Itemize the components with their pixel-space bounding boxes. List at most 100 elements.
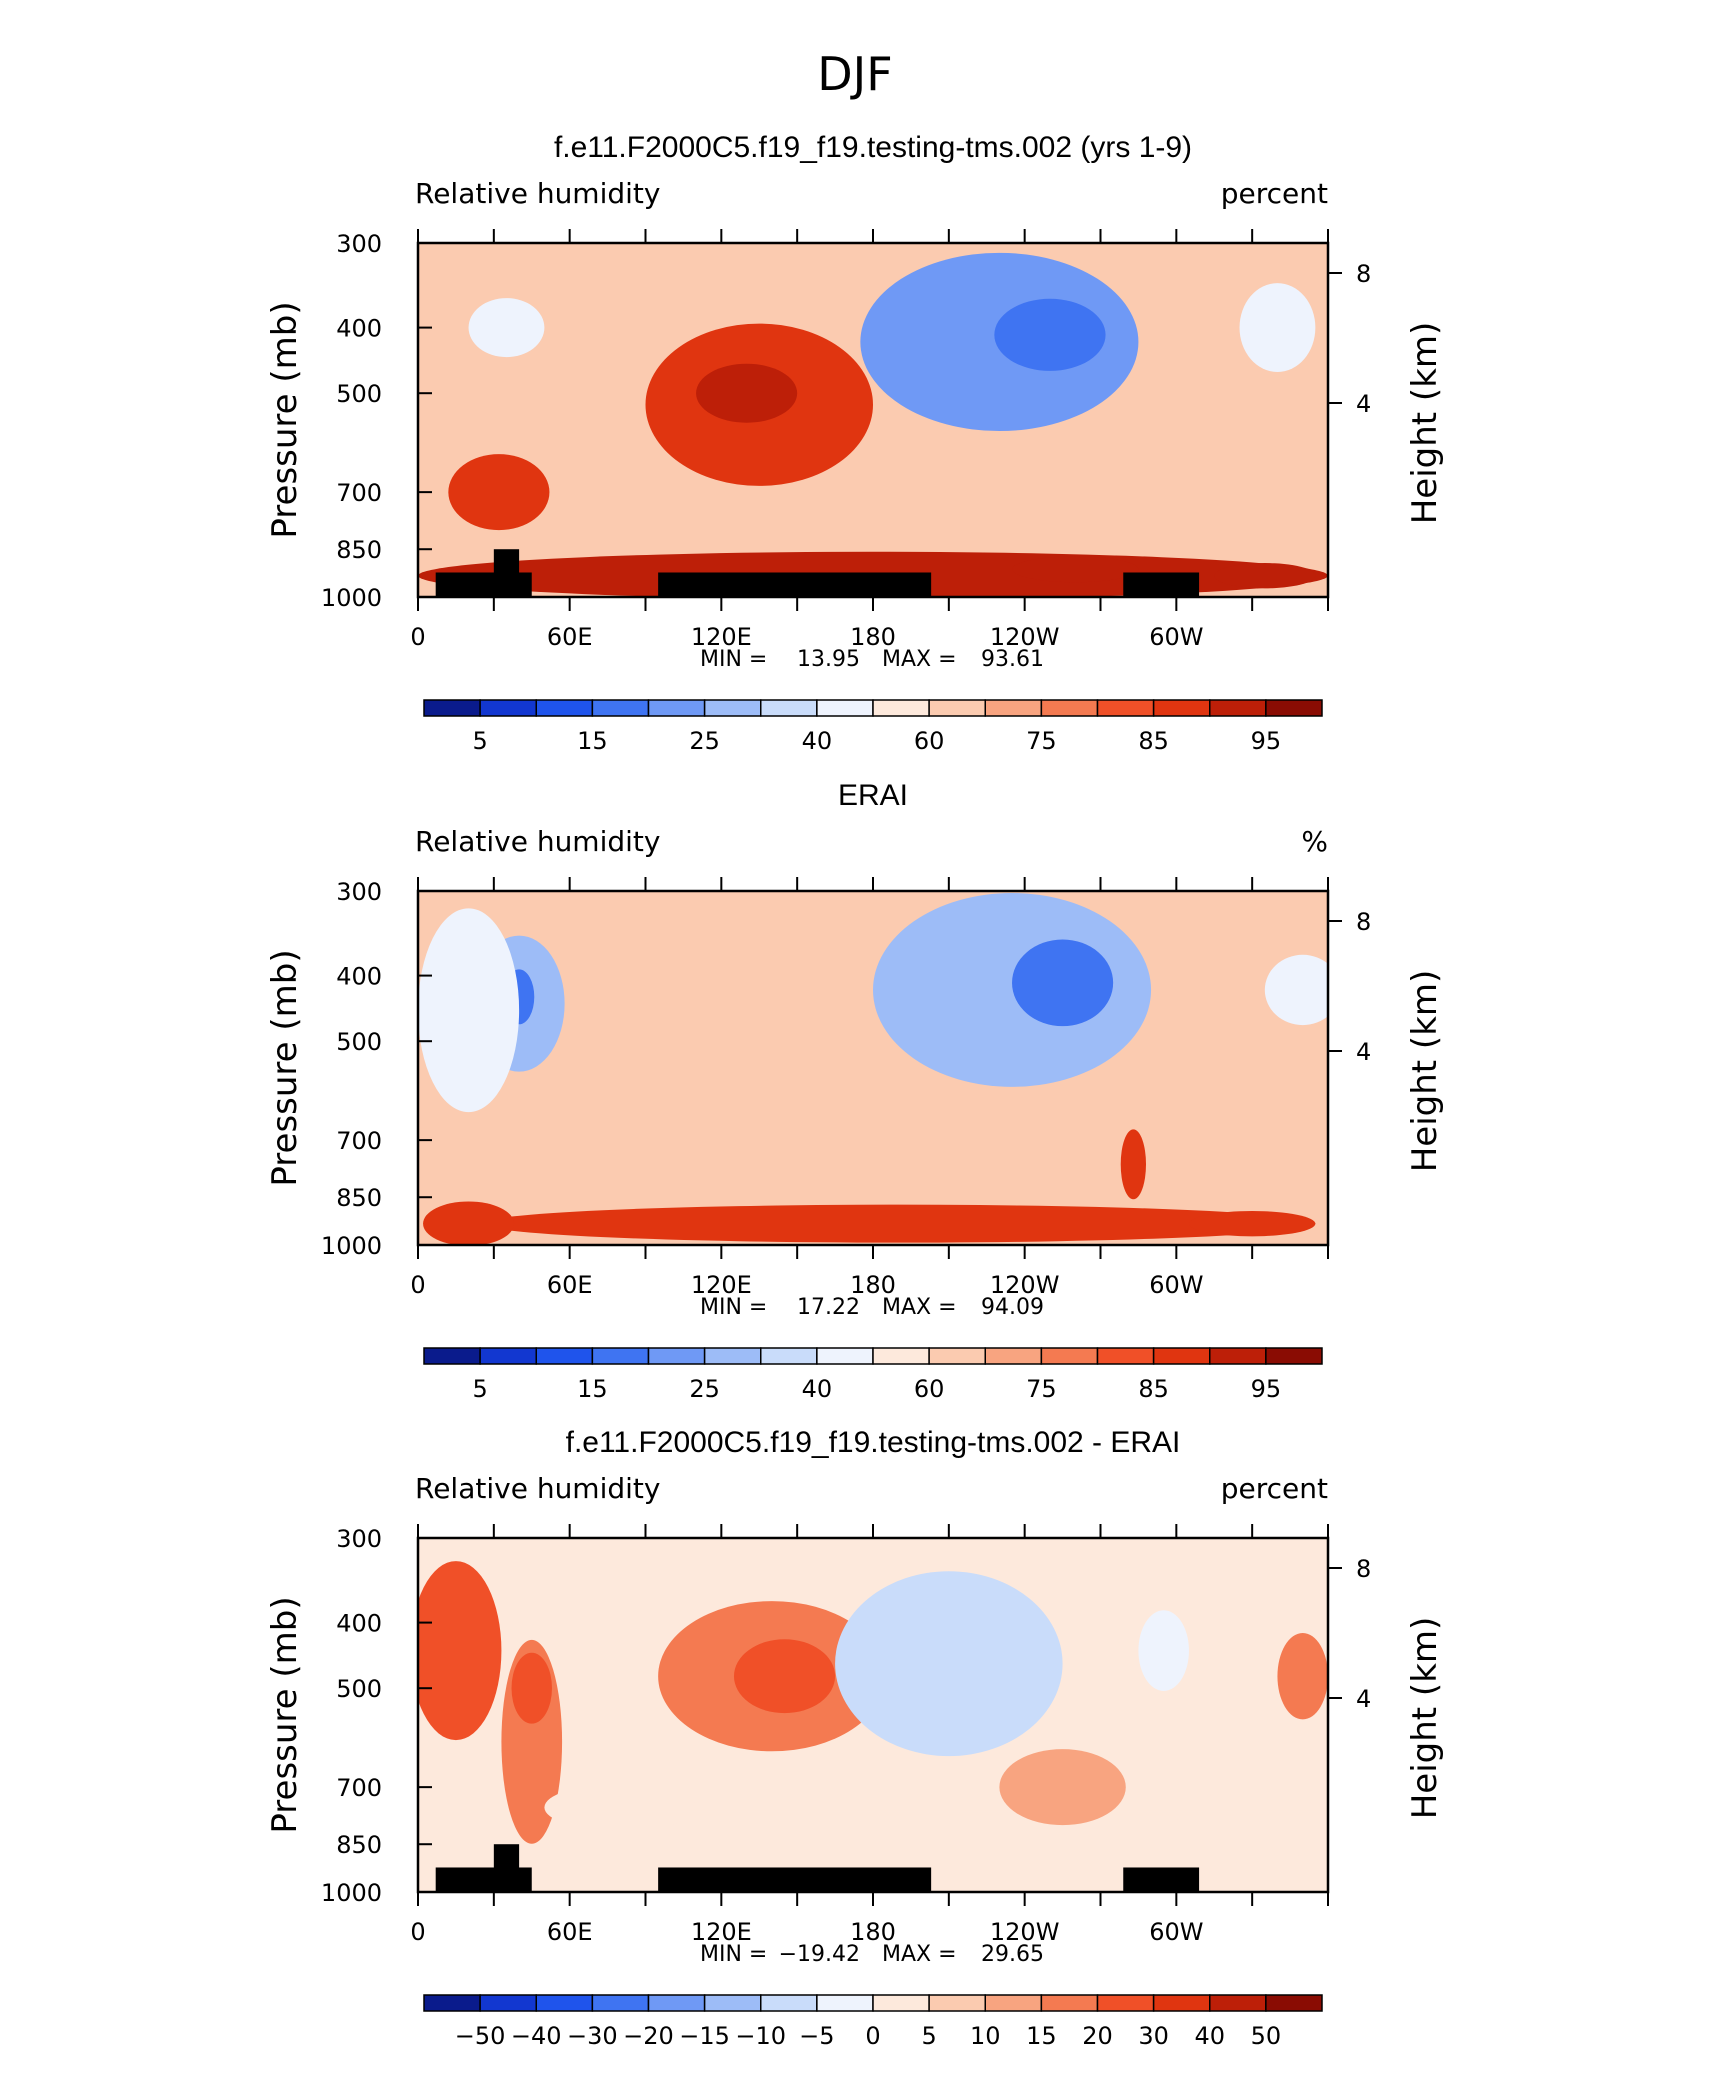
colorbar-box xyxy=(647,1994,706,2012)
contour-region-5 xyxy=(1239,283,1316,373)
right-string: % xyxy=(1301,825,1328,858)
x-tick-label: 180 xyxy=(850,623,896,651)
colorbar-label: −40 xyxy=(511,2022,562,2050)
min-label: MIN = xyxy=(700,1295,767,1320)
x-tick-label: 60W xyxy=(1149,1271,1203,1299)
x-tick-label: 60E xyxy=(547,623,593,651)
y-axis-label-right: Height (km) xyxy=(1405,1617,1445,1820)
contour-region-7 xyxy=(1277,1633,1328,1720)
colorbar-label: 40 xyxy=(802,727,833,755)
colorbar-box xyxy=(928,1994,986,2012)
colorbar-box xyxy=(591,1347,650,1365)
colorbar: 5 15 25 40 60 75 85 95 xyxy=(423,699,1323,755)
x-tick-label: 0 xyxy=(410,1918,425,1946)
colorbar-label: −50 xyxy=(455,2022,506,2050)
x-tick-label: 120E xyxy=(691,623,752,651)
y-axis: 300 400 500 700 850 1000 xyxy=(321,230,432,612)
panel-title: f.e11.F2000C5.f19_f19.testing-tms.002 - … xyxy=(566,1426,1181,1459)
colorbar-box xyxy=(1209,1994,1267,2012)
y-right-tick-label: 4 xyxy=(1356,1685,1371,1713)
y-tick-label: 1000 xyxy=(321,1232,382,1260)
y-right-tick-label: 8 xyxy=(1356,908,1371,936)
y-axis-right: 84 xyxy=(1328,1555,1371,1713)
max-label: MAX = xyxy=(882,1942,957,1967)
y-right-tick-label: 4 xyxy=(1356,1038,1371,1066)
y-axis-right: 84 xyxy=(1328,908,1371,1066)
y-axis: 300 400 500 700 850 1000 xyxy=(321,878,432,1260)
contour-region-9 xyxy=(1214,563,1316,589)
colorbar-label: 5 xyxy=(472,1375,487,1403)
y-tick-label: 850 xyxy=(336,1831,382,1859)
terrain-mask-3 xyxy=(1123,572,1200,597)
panels: f.e11.F2000C5.f19_f19.testing-tms.002 (y… xyxy=(265,131,1445,2050)
colorbar-label: −10 xyxy=(735,2022,786,2050)
colorbar-label: 25 xyxy=(689,727,720,755)
left-string: Relative humidity xyxy=(415,1472,660,1505)
max-value: 94.09 xyxy=(981,1295,1044,1320)
colorbar-box xyxy=(1096,699,1155,717)
colorbar-label: −30 xyxy=(567,2022,618,2050)
x-tick-label: 0 xyxy=(410,623,425,651)
colorbar-label: 10 xyxy=(970,2022,1001,2050)
terrain-mask-2 xyxy=(658,572,932,597)
colorbar: 5 15 25 40 60 75 85 95 xyxy=(423,1347,1323,1403)
contour-region-8 xyxy=(1012,556,1139,583)
colorbar-label: 75 xyxy=(1026,727,1057,755)
terrain-mask-2 xyxy=(658,1867,932,1892)
y-tick-label: 700 xyxy=(336,1774,382,1802)
x-tick-label: 60E xyxy=(547,1918,593,1946)
colorbar-box xyxy=(984,1994,1043,2012)
contour-region-2 xyxy=(873,893,1152,1087)
contour-region-5 xyxy=(835,1571,1063,1757)
x-tick-label: 120W xyxy=(990,623,1060,651)
colorbar-box xyxy=(535,1994,594,2012)
colorbar-label: 20 xyxy=(1082,2022,1113,2050)
min-value: 13.95 xyxy=(797,647,860,672)
x-axis: 0 60E 120E 180 120W 60W xyxy=(410,877,1329,1299)
x-tick-label: 180 xyxy=(850,1918,896,1946)
colorbar-label: 50 xyxy=(1251,2022,1282,2050)
left-string: Relative humidity xyxy=(415,825,660,858)
colorbar-label: 5 xyxy=(921,2022,936,2050)
x-tick-label: 120E xyxy=(691,1271,752,1299)
panel-1: f.e11.F2000C5.f19_f19.testing-tms.002 (y… xyxy=(265,131,1445,755)
colorbar-box xyxy=(760,1347,818,1365)
colorbar-label: 25 xyxy=(689,1375,720,1403)
colorbar-label: 85 xyxy=(1138,1375,1169,1403)
y-tick-label: 500 xyxy=(336,380,382,408)
contour-region-1 xyxy=(733,1639,836,1714)
colorbar-box xyxy=(872,1347,930,1365)
colorbar-box xyxy=(928,699,986,717)
y-tick-label: 1000 xyxy=(321,584,382,612)
colorbar-label: −15 xyxy=(679,2022,730,2050)
contour-field xyxy=(418,891,1328,1245)
colorbar-box xyxy=(1209,699,1267,717)
contour-region-8 xyxy=(1120,1129,1146,1200)
colorbar-label: 5 xyxy=(472,727,487,755)
contour-field xyxy=(418,243,1328,597)
panel-2: ERAI Relative humidity % 0 60E 120E 180 120W 60W… xyxy=(265,779,1445,1403)
colorbar-box xyxy=(647,699,706,717)
contour-region-6 xyxy=(999,1749,1126,1826)
colorbar-box xyxy=(1152,1994,1211,2012)
colorbar: −50 −40 −30 −20 −15 −10 −5 0 5 10 15 20 30 40 50 xyxy=(423,1994,1323,2050)
colorbar-label: 40 xyxy=(1194,2022,1225,2050)
colorbar-box xyxy=(984,699,1043,717)
terrain-mask-1 xyxy=(493,1844,520,1892)
colorbar-box xyxy=(591,1994,650,2012)
colorbar-box xyxy=(1209,1347,1267,1365)
colorbar-box xyxy=(984,1347,1043,1365)
y-right-tick-label: 8 xyxy=(1356,260,1371,288)
contour-region-8 xyxy=(1138,1610,1189,1691)
y-axis-label-right: Height (km) xyxy=(1405,322,1445,525)
colorbar-box xyxy=(423,1347,481,1365)
contour-region-10 xyxy=(1176,1789,1328,1864)
colorbar-box xyxy=(1265,699,1323,717)
max-value: 29.65 xyxy=(981,1942,1044,1967)
contour-region-2 xyxy=(418,1561,502,1741)
contour-region-6 xyxy=(481,1204,1316,1243)
colorbar-label: −5 xyxy=(799,2022,834,2050)
contour-region-5 xyxy=(418,908,520,1113)
colorbar-box xyxy=(591,699,650,717)
